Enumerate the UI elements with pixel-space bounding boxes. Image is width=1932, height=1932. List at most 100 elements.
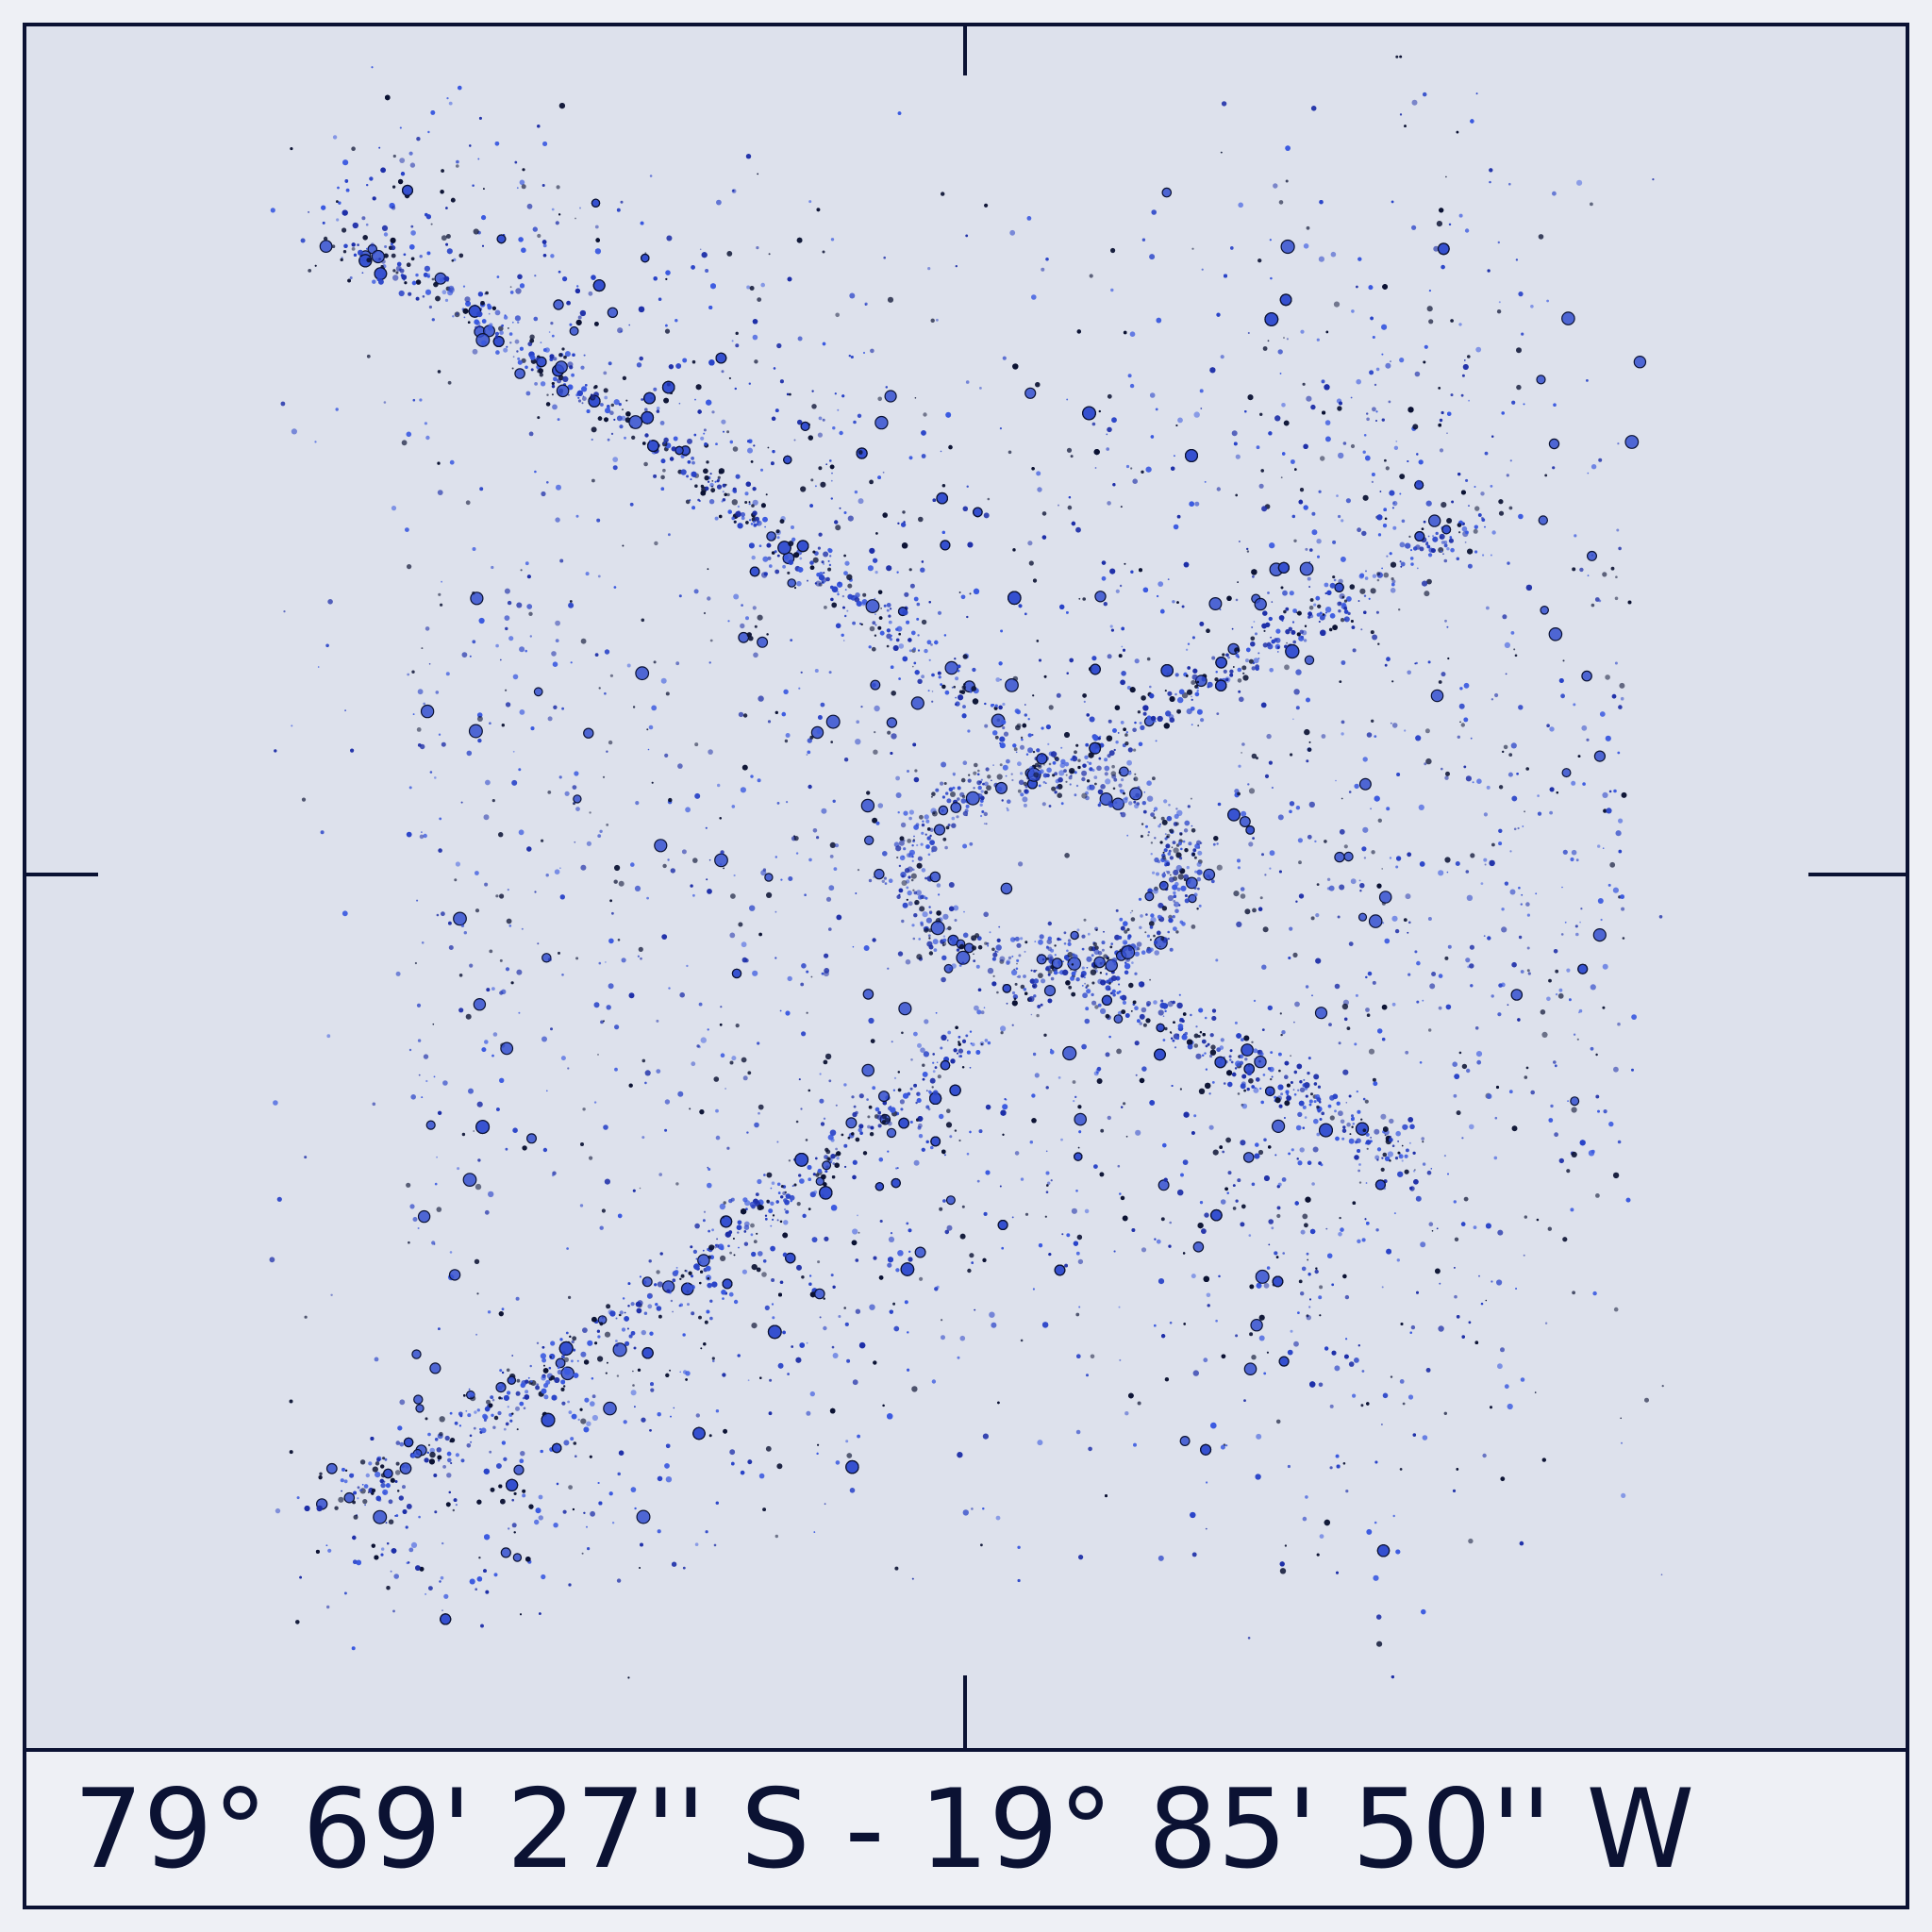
- dot: [551, 385, 556, 389]
- dot: [548, 331, 551, 333]
- dot: [1491, 1280, 1493, 1283]
- dot: [1075, 1312, 1080, 1317]
- dot: [548, 1366, 552, 1370]
- dot: [955, 676, 959, 681]
- dot: [1374, 1128, 1380, 1135]
- dot: [1229, 1058, 1232, 1061]
- dot: [331, 244, 336, 249]
- dot: [1271, 1075, 1274, 1078]
- dot: [1002, 984, 1012, 993]
- dot: [380, 1482, 386, 1489]
- dot: [1196, 690, 1199, 692]
- dot: [1372, 407, 1376, 412]
- dot: [1129, 383, 1135, 389]
- dot: [353, 1491, 357, 1495]
- dot: [449, 1440, 453, 1443]
- dot: [452, 315, 455, 318]
- dot: [1392, 1514, 1395, 1518]
- dot: [937, 671, 941, 675]
- dot: [1449, 536, 1453, 539]
- dot: [770, 1187, 773, 1190]
- dot: [961, 1039, 967, 1043]
- dot: [1142, 705, 1149, 711]
- dot: [551, 393, 554, 396]
- dot: [441, 290, 447, 295]
- dot: [1177, 1024, 1184, 1029]
- dot: [1430, 1168, 1433, 1170]
- dot: [1428, 553, 1433, 558]
- dot: [972, 698, 979, 705]
- dot: [955, 703, 958, 706]
- dot: [1020, 984, 1025, 990]
- dot: [1321, 1111, 1324, 1116]
- dot: [936, 1061, 939, 1063]
- dot: [1005, 678, 1019, 692]
- dot: [906, 620, 910, 625]
- dot: [1300, 329, 1305, 334]
- dot: [1001, 719, 1007, 725]
- dot: [410, 225, 414, 228]
- dot: [961, 713, 967, 719]
- dot: [1315, 595, 1321, 601]
- dot: [1197, 1035, 1201, 1038]
- dot: [1065, 780, 1068, 783]
- dot: [1177, 417, 1183, 424]
- dot: [392, 269, 396, 273]
- dot: [1441, 525, 1452, 535]
- dot: [1142, 1023, 1147, 1027]
- dot: [508, 1527, 510, 1530]
- dot: [1032, 1052, 1037, 1057]
- dot: [1077, 1258, 1084, 1265]
- dot: [874, 571, 878, 575]
- dot: [1298, 1100, 1305, 1107]
- dot: [1031, 733, 1034, 737]
- dot: [755, 1192, 759, 1196]
- dot: [1292, 640, 1296, 644]
- dot: [1458, 531, 1461, 534]
- dot: [1286, 1083, 1291, 1088]
- dot: [1343, 616, 1350, 623]
- dot: [419, 255, 423, 258]
- dot: [436, 1447, 441, 1453]
- dot: [508, 327, 509, 329]
- dot: [456, 312, 459, 315]
- dot: [1050, 1179, 1053, 1182]
- dot: [1070, 455, 1074, 458]
- dot: [953, 685, 956, 689]
- dot: [1162, 1015, 1165, 1017]
- dot: [1292, 608, 1297, 613]
- dot: [1241, 1074, 1247, 1079]
- dot: [1243, 1035, 1250, 1041]
- dot: [1324, 591, 1327, 595]
- dot: [1313, 1118, 1319, 1124]
- dot: [959, 1233, 966, 1240]
- dot: [1117, 1010, 1123, 1016]
- dot: [498, 325, 504, 332]
- dot: [415, 296, 420, 301]
- dot: [394, 1470, 401, 1475]
- dot: [571, 1340, 575, 1344]
- dot: [1109, 991, 1113, 995]
- dot: [1074, 750, 1077, 755]
- dot: [929, 1077, 936, 1084]
- dot: [475, 1588, 478, 1591]
- dot: [1036, 471, 1041, 476]
- dot: [1209, 1049, 1217, 1056]
- dot: [1307, 611, 1312, 616]
- dot: [1284, 644, 1288, 649]
- dot: [624, 436, 626, 440]
- dot: [831, 1175, 836, 1179]
- dot: [726, 430, 730, 434]
- dot: [427, 1432, 431, 1437]
- dot: [630, 1487, 637, 1492]
- dot: [1119, 995, 1124, 1000]
- dot: [1023, 974, 1026, 978]
- dot: [1229, 673, 1234, 677]
- dot: [1075, 977, 1080, 982]
- dot: [411, 280, 417, 286]
- dot: [1381, 353, 1384, 356]
- dot: [851, 1095, 855, 1099]
- dot: [948, 444, 953, 450]
- dot: [514, 315, 522, 322]
- dot: [815, 1157, 818, 1160]
